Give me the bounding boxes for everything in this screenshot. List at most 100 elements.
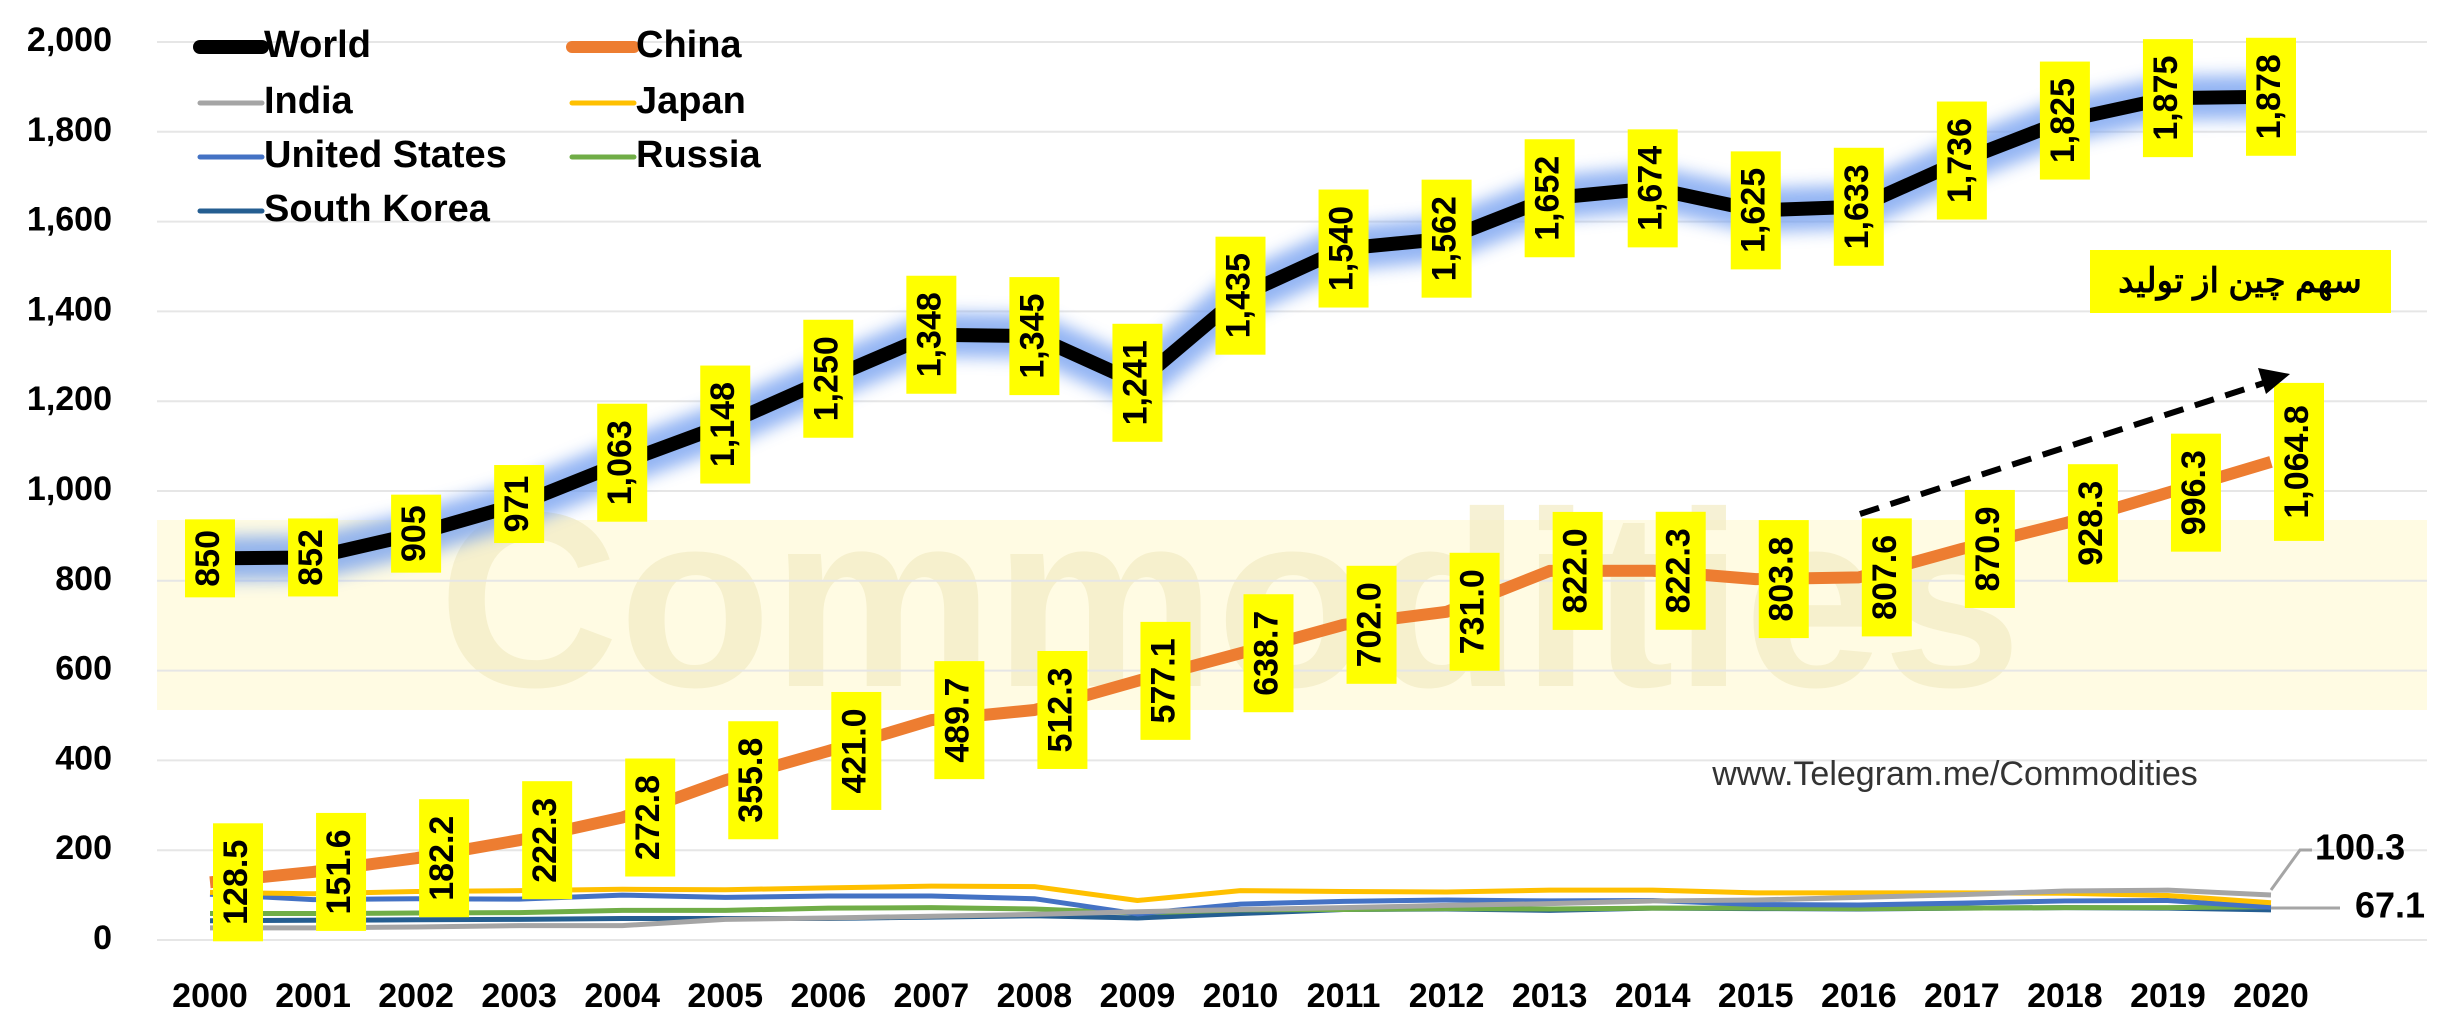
y-tick-label: 2,000 [27, 21, 112, 59]
label-box [728, 721, 779, 840]
annotation-box [2090, 250, 2391, 313]
label-box [1833, 147, 1884, 266]
end-label: 100.3 [2315, 827, 2405, 868]
data-label: 1,345 [1013, 294, 1051, 379]
label-box [1112, 323, 1163, 442]
label-box [934, 661, 985, 780]
y-tick-label: 400 [55, 739, 112, 777]
x-tick-label: 2015 [1718, 977, 1794, 1015]
legend-label: China [636, 24, 742, 66]
trend-arrow [1859, 378, 2271, 517]
x-tick-label: 2020 [2233, 977, 2309, 1015]
data-label: 489.7 [938, 678, 976, 763]
x-tick-label: 2001 [275, 977, 351, 1015]
x-tick-label: 2012 [1409, 977, 1485, 1015]
label-box [2274, 382, 2324, 541]
x-tick-label: 2003 [481, 977, 557, 1015]
data-label: 1,063 [601, 420, 639, 505]
data-label: 272.8 [629, 775, 667, 860]
data-label: 1,652 [1529, 156, 1567, 241]
label-box [288, 518, 339, 597]
series-line [210, 887, 2272, 931]
x-tick-label: 2010 [1203, 977, 1279, 1015]
label-box [1936, 101, 1987, 220]
label-box [1009, 277, 1060, 396]
y-tick-label: 1,400 [27, 290, 112, 328]
data-label: 996.3 [2175, 450, 2213, 535]
label-box [494, 465, 545, 544]
x-tick-label: 2019 [2130, 977, 2206, 1015]
x-tick-label: 2017 [1924, 977, 2000, 1015]
label-box [1243, 594, 1294, 713]
y-tick-label: 1,200 [27, 380, 112, 418]
data-label: 1,825 [2044, 78, 2082, 163]
x-tick-label: 2006 [790, 977, 866, 1015]
data-label: 512.3 [1041, 667, 1079, 752]
x-tick-label: 2013 [1512, 977, 1588, 1015]
data-label: 1,241 [1116, 340, 1154, 425]
x-tick-label: 2004 [584, 977, 660, 1015]
data-label: 355.8 [732, 738, 770, 823]
label-box [2142, 39, 2193, 158]
x-tick-label: 2005 [687, 977, 763, 1015]
legend: World China India Japan United States Russia S… [193, 24, 761, 230]
y-tick-label: 1,600 [27, 201, 112, 239]
data-label: 928.3 [2072, 481, 2110, 566]
label-box [1421, 179, 1472, 298]
x-tick-label: 2000 [172, 977, 248, 1015]
data-label: 1,736 [1941, 118, 1979, 203]
x-tick-label: 2008 [997, 977, 1073, 1015]
data-label: 850 [189, 530, 227, 587]
y-tick-label: 800 [55, 560, 112, 598]
label-box [1215, 236, 1266, 355]
x-tick-label: 2002 [378, 977, 454, 1015]
data-label: 1,633 [1838, 164, 1876, 249]
legend-label: World [264, 24, 371, 66]
data-label: 1,348 [910, 292, 948, 377]
source-url: www.Telegram.me/Commodities [1711, 755, 2198, 793]
label-box [1318, 189, 1369, 308]
data-label: 421.0 [835, 708, 873, 793]
label-box [831, 691, 882, 810]
label-box [213, 823, 263, 942]
data-label: 1,878 [2250, 54, 2288, 139]
label-box [1627, 129, 1678, 248]
x-tick-label: 2018 [2027, 977, 2103, 1015]
label-box [185, 519, 235, 598]
data-label: 1,540 [1323, 206, 1361, 291]
data-label: 1,875 [2147, 56, 2185, 141]
label-box [597, 403, 648, 522]
y-tick-label: 0 [93, 919, 112, 957]
grid: 0 200 400 600 800 1,000 1,200 1,400 1,600 1,800 2,… [27, 21, 2427, 1015]
legend-label: United States [264, 134, 507, 176]
label-box [1964, 489, 2015, 608]
data-label: 1,148 [704, 382, 742, 467]
label-box [316, 812, 367, 931]
leader-line [2269, 848, 2312, 891]
label-box [1449, 552, 1500, 671]
data-label: 822.3 [1660, 528, 1698, 613]
data-label: 128.5 [217, 840, 255, 925]
legend-label: Russia [636, 134, 761, 176]
label-box [1655, 511, 1706, 630]
label-box [1140, 621, 1191, 740]
y-tick-label: 200 [55, 829, 112, 867]
label-box [2246, 37, 2296, 156]
label-box [1552, 511, 1603, 630]
label-box [1037, 650, 1088, 769]
label-box [1346, 565, 1397, 684]
data-label: 1,625 [1735, 168, 1773, 253]
y-tick-label: 1,800 [27, 111, 112, 149]
data-label: 852 [292, 529, 330, 586]
x-tick-label: 2014 [1615, 977, 1691, 1015]
data-label: 807.6 [1866, 535, 1904, 620]
data-label: 870.9 [1969, 506, 2007, 591]
label-box [1524, 139, 1575, 258]
data-label: 151.6 [320, 829, 358, 914]
label-box [419, 799, 470, 918]
legend-label: India [264, 80, 354, 122]
label-box [1758, 520, 1809, 639]
label-box [391, 494, 442, 573]
label-box [2039, 61, 2090, 180]
